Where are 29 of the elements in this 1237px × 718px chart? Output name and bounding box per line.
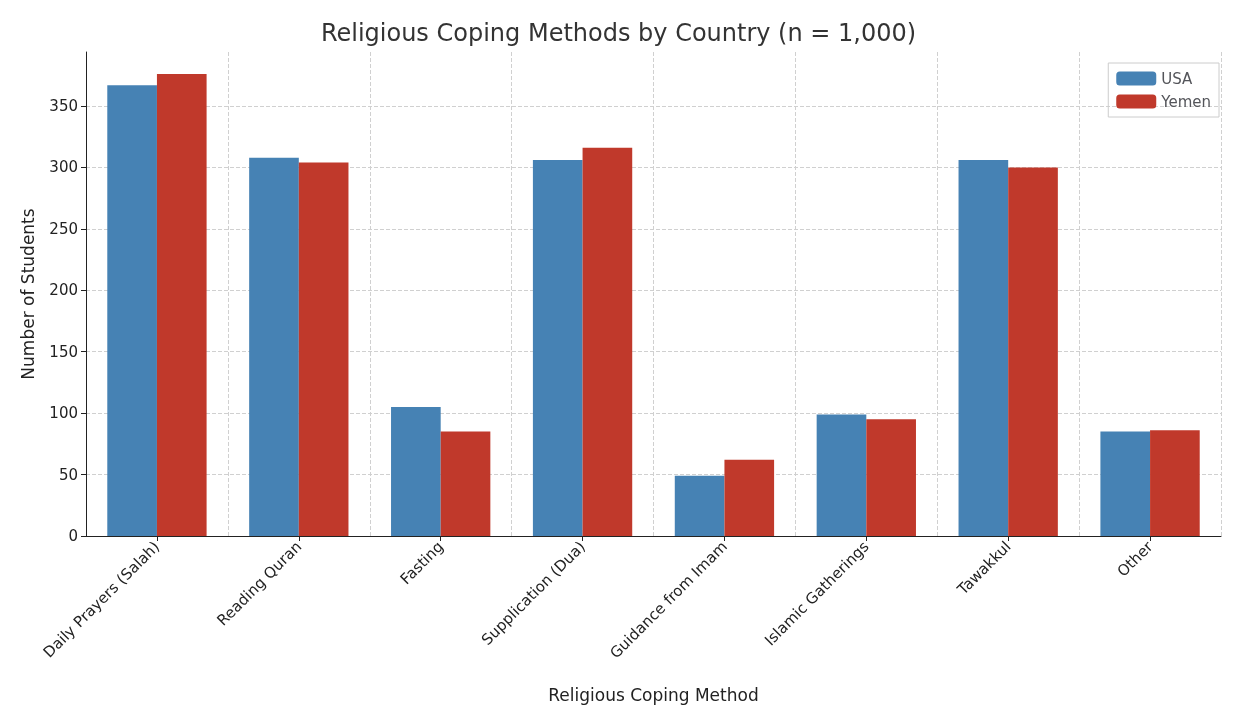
bar [107,85,157,536]
y-axis-title: Number of Students [17,208,38,380]
x-axis-title: Religious Coping Method [548,684,759,705]
bar [1150,430,1200,536]
bar [532,160,583,536]
bar [1008,167,1058,536]
bar [249,157,299,536]
y-tick-label: 150 [49,342,78,361]
y-tick-label: 100 [49,404,78,423]
y-tick-label: 250 [49,219,78,238]
bar [391,407,441,536]
bar [582,147,633,536]
y-tick-label: 200 [49,281,78,300]
bar [156,74,207,536]
bar [298,162,349,536]
bar [816,414,867,536]
bar [958,160,1009,536]
bar [866,419,916,536]
chart-title: Religious Coping Methods by Country (n = 1,000) [320,19,917,47]
bar [1100,431,1151,536]
y-tick-label: 300 [49,158,78,177]
y-tick-label: 50 [58,465,78,484]
y-tick-label: 350 [49,97,78,116]
legend-label: Yemen [1160,92,1211,111]
bar [440,431,491,536]
y-tick-label: 0 [68,527,78,545]
legend-label: USA [1161,69,1194,88]
bar [724,459,775,536]
bar [674,475,725,536]
